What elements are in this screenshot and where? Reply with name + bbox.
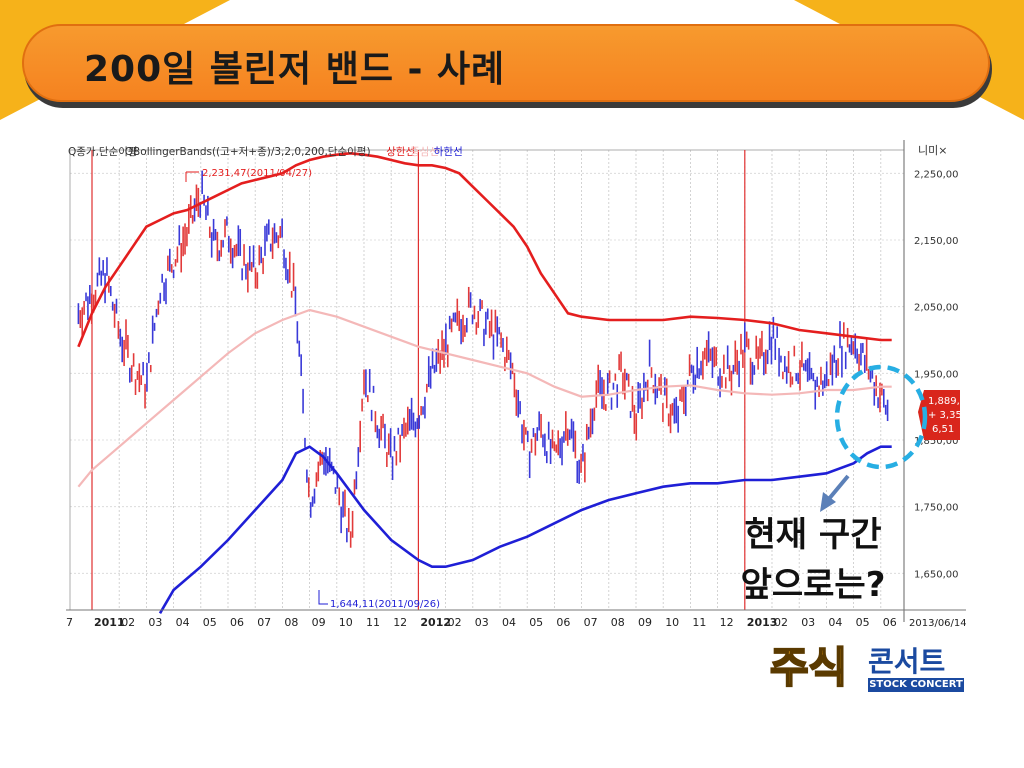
low-value-label: 1,644,11(2011/09/26) <box>330 599 440 610</box>
current-value-badge: 1,889,24 + 3,35% 6,51 <box>918 390 966 440</box>
y-tick-label: 2,050,00 <box>914 303 959 314</box>
legend-lower: 하한선 <box>434 145 463 158</box>
high-value-label: 2,231,47(2011/04/27) <box>202 168 312 179</box>
high-marker <box>185 171 199 182</box>
x-tick-label: 03 <box>475 616 489 629</box>
x-tick-label: 11 <box>692 616 706 629</box>
y-tick-label: 1,750,00 <box>914 503 959 514</box>
logo-main-text: 주식 <box>769 643 848 693</box>
x-tick-label: 2013 <box>747 616 778 629</box>
x-tick-label: 2012 <box>420 616 451 629</box>
current-value-badge-shape <box>918 390 960 440</box>
x-tick-label: 11 <box>366 616 380 629</box>
logo-sub-text: 콘서트 <box>868 645 946 678</box>
title-banner: 200일 볼린저 밴드 - 사례 <box>22 24 990 102</box>
x-tick-label: 05 <box>856 616 870 629</box>
x-tick-label: 07 <box>584 616 598 629</box>
x-tick-label: 02 <box>121 616 135 629</box>
y-tick-label: 1,650,00 <box>914 569 959 580</box>
annotation-line-1: 현재 구간 <box>744 515 882 555</box>
x-tick-label: 03 <box>801 616 815 629</box>
x-tick-label: 05 <box>203 616 217 629</box>
stock-concert-logo: 주식 콘서트 STOCK CONCERT <box>769 643 966 694</box>
pointer-arrow-line <box>826 474 850 502</box>
x-tick-label: 09 <box>312 616 326 629</box>
middle-band-line <box>77 308 892 488</box>
annotation-line-2: 앞으로는? <box>740 565 886 605</box>
highlight-circle <box>834 364 928 470</box>
x-tick-label: 02 <box>774 616 788 629</box>
legend-indicator: QBollingerBands((고+저+종)/3,2,0,200,단순이평) <box>125 146 371 158</box>
slide-title: 200일 볼린저 밴드 - 사례 <box>84 49 506 90</box>
x-tick-label: 12 <box>393 616 407 629</box>
x-tick-label: 12 <box>720 616 734 629</box>
legend-middle: 중심선 <box>410 146 439 158</box>
x-tick-label: 09 <box>638 616 652 629</box>
x-tick-label: 08 <box>611 616 625 629</box>
x-tick-label: 2011 <box>94 616 125 629</box>
chart-toolbar-icons: 니미× <box>918 144 947 157</box>
x-tick-label: 07 <box>257 616 271 629</box>
logo-english-text: STOCK CONCERT <box>868 678 964 692</box>
x-tick-label: 05 <box>529 616 543 629</box>
x-tick-label: 03 <box>148 616 162 629</box>
x-tick-label: 04 <box>502 616 516 629</box>
upper-band-line <box>77 151 892 348</box>
x-tick-label: 06 <box>556 616 570 629</box>
annotation-text: 현재 구간 앞으로는? <box>724 510 902 610</box>
legend-upper: 상한선 <box>386 146 415 158</box>
x-tick-label: 10 <box>339 616 353 629</box>
current-price-label: 1,889,24 <box>928 396 966 407</box>
x-tick-label: 7 <box>66 616 73 629</box>
y-tick-label: 1,850,00 <box>914 436 959 447</box>
low-marker <box>318 590 328 605</box>
x-tick-label: 06 <box>883 616 897 629</box>
y-tick-label: 2,150,00 <box>914 236 959 247</box>
current-change-label: 6,51 <box>932 424 954 435</box>
x-tick-label: 04 <box>176 616 190 629</box>
y-tick-label: 1,950,00 <box>914 369 959 380</box>
x-tick-label: 08 <box>284 616 298 629</box>
x-tick-label: 02 <box>448 616 462 629</box>
x-tick-label: 10 <box>665 616 679 629</box>
x-tick-label: 04 <box>828 616 842 629</box>
y-tick-label: 2,250,00 <box>914 169 959 180</box>
bollinger-chart: 2,250,00 2,150,00 2,050,00 1,950,00 1,850,00… <box>66 140 966 640</box>
current-change-pct-label: + 3,35% <box>928 410 966 421</box>
pointer-arrow-head <box>820 492 836 512</box>
lower-band-line <box>158 445 892 614</box>
x-tick-label: 06 <box>230 616 244 629</box>
legend-price: Q종가,단순이평 <box>68 146 138 158</box>
x-tick-label: 2013/06/14 <box>909 618 966 629</box>
